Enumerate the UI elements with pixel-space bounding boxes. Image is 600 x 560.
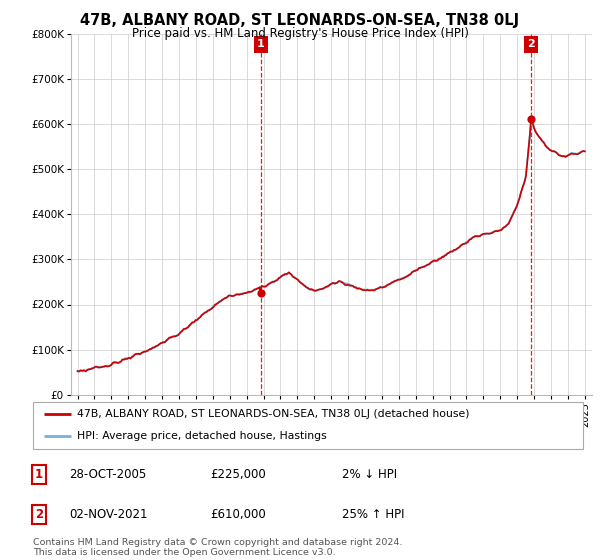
Text: 1: 1 <box>257 39 265 49</box>
Text: HPI: Average price, detached house, Hastings: HPI: Average price, detached house, Hast… <box>77 431 327 441</box>
Text: £225,000: £225,000 <box>210 468 266 481</box>
Text: Contains HM Land Registry data © Crown copyright and database right 2024.
This d: Contains HM Land Registry data © Crown c… <box>33 538 403 557</box>
Point <box>527 115 536 124</box>
Text: 47B, ALBANY ROAD, ST LEONARDS-ON-SEA, TN38 0LJ: 47B, ALBANY ROAD, ST LEONARDS-ON-SEA, TN… <box>80 13 520 28</box>
Text: 02-NOV-2021: 02-NOV-2021 <box>69 508 148 521</box>
FancyBboxPatch shape <box>33 402 583 449</box>
Text: Price paid vs. HM Land Registry's House Price Index (HPI): Price paid vs. HM Land Registry's House … <box>131 27 469 40</box>
Text: 2: 2 <box>35 508 43 521</box>
Point <box>256 289 265 298</box>
Text: £610,000: £610,000 <box>210 508 266 521</box>
Text: 47B, ALBANY ROAD, ST LEONARDS-ON-SEA, TN38 0LJ (detached house): 47B, ALBANY ROAD, ST LEONARDS-ON-SEA, TN… <box>77 409 469 419</box>
Text: 1: 1 <box>35 468 43 481</box>
Text: 2: 2 <box>527 39 535 49</box>
Text: 25% ↑ HPI: 25% ↑ HPI <box>342 508 404 521</box>
Text: 2% ↓ HPI: 2% ↓ HPI <box>342 468 397 481</box>
Text: 28-OCT-2005: 28-OCT-2005 <box>69 468 146 481</box>
